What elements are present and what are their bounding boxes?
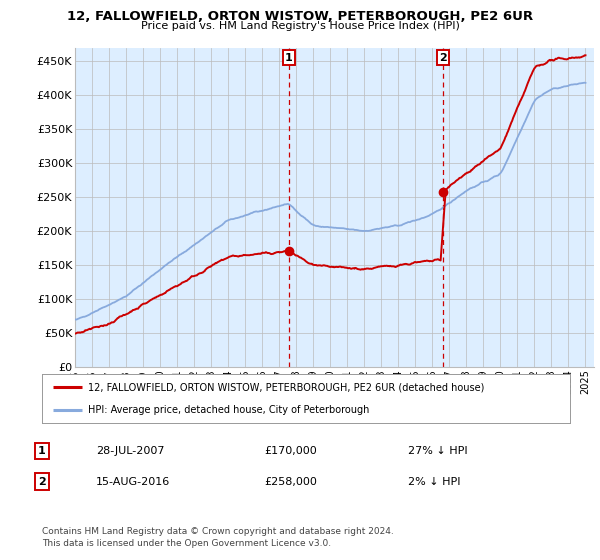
Text: 12, FALLOWFIELD, ORTON WISTOW, PETERBOROUGH, PE2 6UR (detached house): 12, FALLOWFIELD, ORTON WISTOW, PETERBORO… bbox=[88, 382, 485, 393]
Text: 12, FALLOWFIELD, ORTON WISTOW, PETERBOROUGH, PE2 6UR: 12, FALLOWFIELD, ORTON WISTOW, PETERBORO… bbox=[67, 10, 533, 23]
Text: £258,000: £258,000 bbox=[264, 477, 317, 487]
Text: 27% ↓ HPI: 27% ↓ HPI bbox=[408, 446, 467, 456]
Text: 1: 1 bbox=[285, 53, 293, 63]
Text: 2: 2 bbox=[38, 477, 46, 487]
Text: 2: 2 bbox=[439, 53, 447, 63]
Text: HPI: Average price, detached house, City of Peterborough: HPI: Average price, detached house, City… bbox=[88, 405, 370, 416]
Text: 1: 1 bbox=[38, 446, 46, 456]
Text: Price paid vs. HM Land Registry's House Price Index (HPI): Price paid vs. HM Land Registry's House … bbox=[140, 21, 460, 31]
Text: 15-AUG-2016: 15-AUG-2016 bbox=[96, 477, 170, 487]
Text: Contains HM Land Registry data © Crown copyright and database right 2024.
This d: Contains HM Land Registry data © Crown c… bbox=[42, 527, 394, 548]
Text: £170,000: £170,000 bbox=[264, 446, 317, 456]
Text: 28-JUL-2007: 28-JUL-2007 bbox=[96, 446, 164, 456]
Text: 2% ↓ HPI: 2% ↓ HPI bbox=[408, 477, 461, 487]
